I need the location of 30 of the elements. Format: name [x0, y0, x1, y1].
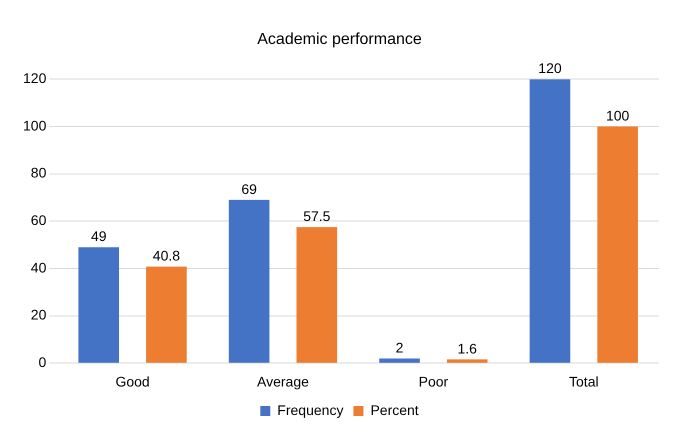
y-tick-label: 120	[23, 70, 47, 86]
data-label: 57.5	[303, 208, 331, 224]
legend-label: Percent	[370, 402, 419, 418]
chart-title: Academic performance	[257, 31, 422, 48]
bar	[296, 227, 338, 363]
bar	[228, 200, 270, 363]
bar	[379, 358, 420, 363]
y-tick-label: 40	[30, 259, 47, 276]
data-label: 49	[90, 228, 107, 244]
x-tick-label: Total	[569, 373, 599, 390]
data-label: 1.6	[457, 340, 478, 356]
y-tick-label: 100	[23, 117, 47, 134]
y-tick-label: 80	[30, 164, 47, 181]
bar	[78, 247, 120, 363]
data-label: 120	[538, 60, 562, 76]
y-tick-label: 20	[30, 306, 47, 323]
bar	[530, 79, 570, 363]
y-tick-label: 60	[30, 212, 47, 228]
bar	[597, 126, 638, 363]
bar	[146, 266, 187, 363]
data-label: 2	[396, 339, 404, 356]
data-label: 40.8	[152, 248, 180, 264]
x-tick-label: Good	[115, 373, 150, 390]
legend-label: Frequency	[277, 402, 344, 418]
x-tick-label: Poor	[418, 373, 449, 390]
y-tick-label: 0	[38, 354, 47, 370]
data-label: 69	[241, 180, 258, 197]
data-label: 100	[606, 107, 630, 124]
x-tick-label: Average	[257, 373, 310, 390]
bar	[446, 359, 488, 363]
